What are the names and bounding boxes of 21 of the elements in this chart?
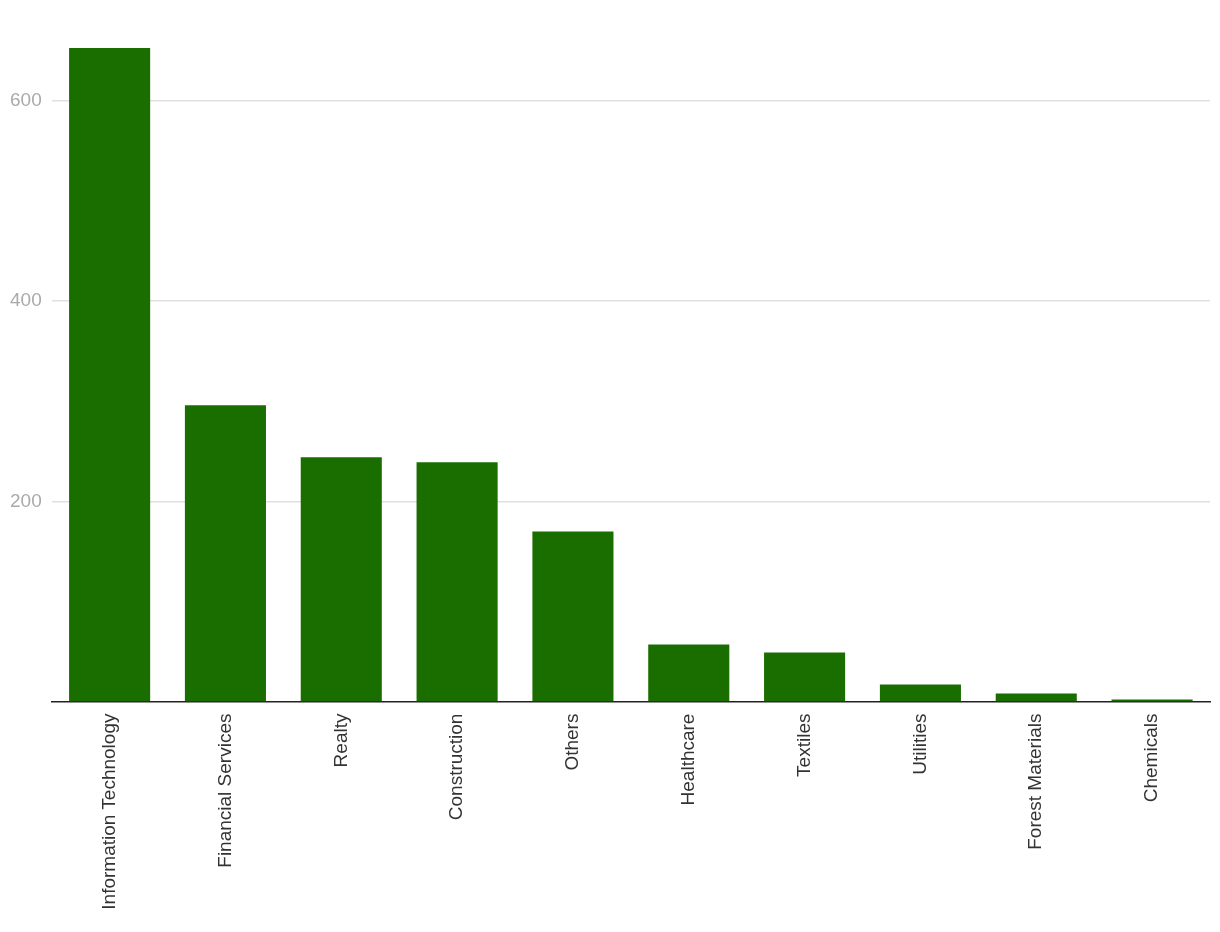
bar bbox=[648, 644, 730, 702]
x-tick-label: Forest Materials bbox=[1024, 713, 1046, 850]
y-tick-label: 600 bbox=[10, 89, 42, 111]
bar bbox=[532, 531, 614, 702]
x-tick-label: Chemicals bbox=[1140, 713, 1162, 803]
bar bbox=[184, 405, 266, 702]
x-tick-label: Realty bbox=[329, 713, 351, 768]
x-tick-label: Healthcare bbox=[677, 713, 698, 806]
bar bbox=[416, 462, 498, 702]
y-tick-label: 400 bbox=[10, 289, 42, 311]
x-tick-label: Textiles bbox=[792, 713, 814, 777]
bar bbox=[300, 457, 382, 702]
bar bbox=[69, 48, 151, 702]
x-tick-label: Financial Services bbox=[213, 713, 235, 868]
x-tick-label: Construction bbox=[445, 713, 467, 821]
x-tick-label: Utilities bbox=[908, 713, 930, 775]
bar bbox=[764, 652, 846, 702]
bar bbox=[879, 684, 961, 702]
x-tick-label: Others bbox=[561, 713, 583, 771]
y-tick-label: 200 bbox=[10, 489, 42, 511]
x-tick-label: Information Technology bbox=[97, 713, 119, 910]
